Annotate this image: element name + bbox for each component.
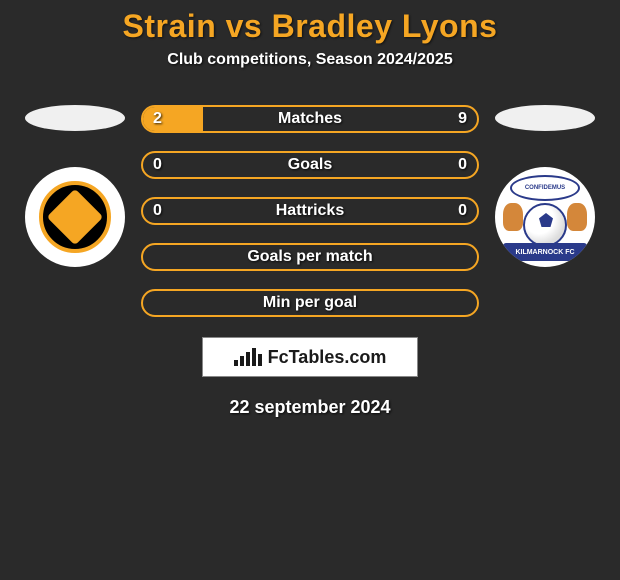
football-icon (523, 203, 567, 247)
footer-brand-text: FcTables.com (268, 347, 387, 368)
kilmarnock-banner: KILMARNOCK FC (503, 243, 587, 261)
squirrel-icon (567, 203, 587, 231)
player-right-avatar (495, 105, 595, 131)
vs-separator: vs (226, 8, 263, 44)
player-left-avatar (25, 105, 125, 131)
subtitle: Club competitions, Season 2024/2025 (0, 51, 620, 69)
stat-row: Min per goal (141, 289, 479, 317)
club-badge-left (25, 167, 125, 267)
player-left-name: Strain (123, 8, 217, 44)
stats-column: 2Matches90Goals00Hattricks0Goals per mat… (135, 105, 485, 317)
stat-value-right: 9 (458, 110, 467, 128)
bar-chart-icon (234, 348, 262, 366)
stat-row: 2Matches9 (141, 105, 479, 133)
stat-label: Matches (143, 110, 477, 128)
page-title: Strain vs Bradley Lyons (0, 8, 620, 45)
stat-row: Goals per match (141, 243, 479, 271)
main-row: 2Matches90Goals00Hattricks0Goals per mat… (0, 105, 620, 317)
left-column (15, 105, 135, 267)
stat-row: 0Hattricks0 (141, 197, 479, 225)
footer-brand[interactable]: FcTables.com (202, 337, 418, 377)
date-text: 22 september 2024 (0, 397, 620, 418)
comparison-card: Strain vs Bradley Lyons Club competition… (0, 0, 620, 418)
stat-label: Goals (143, 156, 477, 174)
stat-label: Min per goal (143, 294, 477, 312)
dundee-shield-icon (39, 181, 111, 253)
stat-label: Goals per match (143, 248, 477, 266)
club-badge-right: CONFIDEMUS KILMARNOCK FC (495, 167, 595, 267)
stat-row: 0Goals0 (141, 151, 479, 179)
squirrel-icon (503, 203, 523, 231)
stat-value-right: 0 (458, 156, 467, 174)
stat-value-right: 0 (458, 202, 467, 220)
right-column: CONFIDEMUS KILMARNOCK FC (485, 105, 605, 267)
stat-label: Hattricks (143, 202, 477, 220)
kilmarnock-motto: CONFIDEMUS (510, 175, 580, 201)
player-right-name: Bradley Lyons (272, 8, 498, 44)
